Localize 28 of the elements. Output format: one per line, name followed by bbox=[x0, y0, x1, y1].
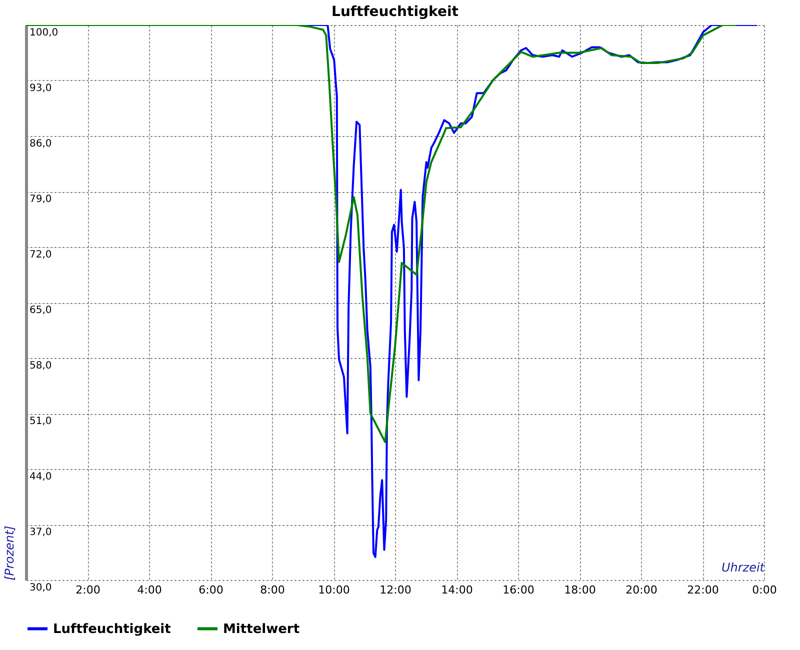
x-tick-label: 20:00 bbox=[626, 584, 658, 596]
x-tick-label: 22:00 bbox=[687, 584, 719, 596]
y-tick-label: 37,0 bbox=[30, 527, 52, 538]
x-tick-label: 16:00 bbox=[502, 584, 534, 596]
y-tick-label: 93,0 bbox=[30, 83, 52, 94]
y-tick-label: 79,0 bbox=[30, 194, 52, 205]
y-tick-label: 51,0 bbox=[30, 416, 52, 427]
y-tick-label: 100,0 bbox=[30, 28, 58, 38]
x-tick-label: 6:00 bbox=[198, 584, 224, 596]
x-tick-label: 18:00 bbox=[564, 584, 596, 596]
y-tick-label: 86,0 bbox=[30, 138, 52, 150]
y-axis-title: [Prozent] bbox=[2, 525, 16, 580]
chart-title: Luftfeuchtigkeit bbox=[332, 4, 459, 20]
x-tick-label: 2:00 bbox=[76, 584, 100, 596]
legend-label: Mittelwert bbox=[223, 622, 300, 637]
x-tick-label: 10:00 bbox=[318, 584, 350, 596]
x-axis-title: Uhrzeit bbox=[721, 560, 766, 574]
x-tick-label: 8:00 bbox=[260, 584, 285, 596]
x-tick-label: 4:00 bbox=[137, 584, 162, 596]
y-tick-label: 58,0 bbox=[30, 360, 52, 372]
x-tick-label: 14:00 bbox=[441, 584, 473, 596]
y-tick-label: 30,0 bbox=[30, 582, 52, 594]
x-tick-label: 0:00 bbox=[752, 584, 777, 596]
x-tick-label: 12:00 bbox=[380, 584, 412, 596]
y-tick-label: 65,0 bbox=[30, 305, 52, 316]
y-tick-label: 44,0 bbox=[30, 472, 52, 482]
legend-label: Luftfeuchtigkeit bbox=[53, 622, 171, 637]
y-tick-label: 72,0 bbox=[30, 250, 52, 260]
